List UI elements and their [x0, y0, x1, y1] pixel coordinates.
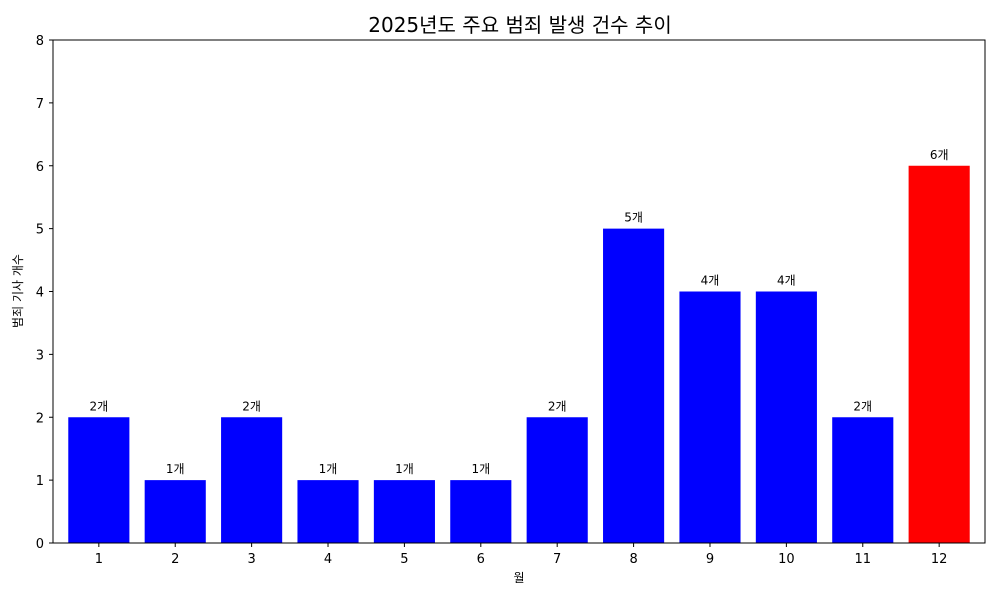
bar-month-3 — [221, 417, 283, 543]
x-axis-label: 월 — [513, 571, 524, 585]
bar-month-10 — [755, 291, 817, 543]
data-label-month-3: 2개 — [242, 399, 261, 413]
x-tick-label: 8 — [629, 552, 637, 567]
y-tick-label: 2 — [36, 411, 44, 426]
x-tick-label: 11 — [854, 552, 871, 567]
bar-month-9 — [679, 291, 741, 543]
data-labels-layer: 2개 1개 2개 1개 1개 1개 2개 5개 4개 4개 2개 6개 — [89, 148, 948, 476]
y-axis-label: 범죄 기사 개수 — [11, 254, 25, 328]
data-label-month-6: 1개 — [471, 462, 490, 476]
x-tick-label: 10 — [778, 552, 795, 567]
x-tick-label: 6 — [477, 552, 485, 567]
x-tick-label: 1 — [95, 552, 103, 567]
bars-layer — [68, 165, 970, 543]
x-tick-label: 2 — [171, 552, 179, 567]
bar-month-5 — [373, 480, 435, 543]
bar-month-4 — [297, 480, 359, 543]
bar-month-6 — [450, 480, 512, 543]
y-tick-label: 7 — [36, 97, 44, 112]
data-label-month-10: 4개 — [777, 274, 796, 288]
data-label-month-5: 1개 — [395, 462, 414, 476]
bar-month-7 — [526, 417, 588, 543]
y-tick-label: 4 — [36, 286, 44, 301]
y-tick-label: 0 — [36, 537, 44, 552]
x-tick-label: 9 — [706, 552, 714, 567]
bar-month-2 — [144, 480, 206, 543]
data-label-month-4: 1개 — [319, 462, 338, 476]
bar-month-12 — [908, 165, 970, 543]
x-tick-label: 4 — [324, 552, 332, 567]
x-tick-label: 5 — [400, 552, 408, 567]
bar-month-1 — [68, 417, 130, 543]
x-tick-label: 12 — [931, 552, 948, 567]
data-label-month-1: 2개 — [89, 399, 108, 413]
data-label-month-12: 6개 — [930, 148, 949, 162]
data-label-month-2: 1개 — [166, 462, 185, 476]
x-axis: 1 2 3 4 5 6 7 8 9 10 11 12 — [95, 543, 948, 567]
data-label-month-8: 5개 — [624, 211, 643, 225]
data-label-month-9: 4개 — [701, 274, 720, 288]
y-axis: 0 1 2 3 4 5 6 7 8 — [36, 34, 53, 552]
y-tick-label: 6 — [36, 160, 44, 175]
plot-frame — [52, 39, 986, 544]
bar-month-8 — [603, 228, 665, 543]
y-tick-label: 3 — [36, 348, 44, 363]
y-tick-label: 5 — [36, 223, 44, 238]
x-tick-label: 7 — [553, 552, 561, 567]
chart-title: 2025년도 주요 범죄 발생 건수 추이 — [368, 13, 672, 37]
data-label-month-11: 2개 — [853, 399, 872, 413]
y-tick-label: 1 — [36, 474, 44, 489]
bar-month-11 — [832, 417, 894, 543]
y-tick-label: 8 — [36, 34, 44, 49]
data-label-month-7: 2개 — [548, 399, 567, 413]
x-tick-label: 3 — [247, 552, 255, 567]
